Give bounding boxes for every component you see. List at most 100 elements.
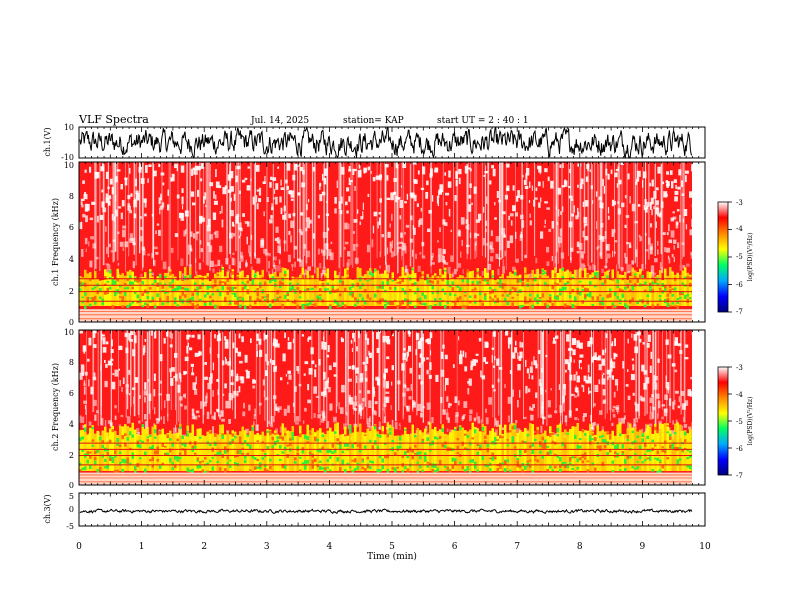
spec-streak [673, 330, 675, 411]
spec-noise-cell [529, 366, 533, 373]
spec-noise-cell [525, 385, 528, 394]
spec-noise-cell [197, 189, 200, 197]
spec-noise-cell [204, 362, 207, 365]
spec-noise-cell [596, 357, 600, 361]
spec-band-speck [504, 468, 507, 473]
spec-band-speck [449, 469, 452, 473]
spec-band-cell [521, 431, 524, 471]
spec-noise-cell [576, 340, 580, 348]
spec-band-speck [599, 301, 602, 304]
spec-noise-cell [270, 215, 273, 219]
spec-band-speck [206, 470, 209, 475]
spec-band-speck [99, 466, 102, 470]
spec-noise-cell [80, 221, 83, 230]
spec-streak [385, 162, 387, 265]
spec-streak [456, 330, 458, 428]
spec-band-speck [196, 304, 199, 309]
colorbar-ch2-tick-m6: -6 [736, 445, 743, 453]
ch2-spec-ylabel: ch.2 Frequency (kHz) [51, 363, 60, 451]
spec-band-cell [499, 424, 502, 472]
spec-band-speck [666, 424, 669, 427]
spec-band-speck [534, 297, 537, 301]
spec-band-speck [371, 273, 374, 277]
spec-band-cell [396, 435, 399, 472]
spec-noise-cell [272, 177, 277, 181]
spec-band-speck [686, 275, 689, 279]
spec-band-speck [376, 289, 379, 293]
spec-noise-cell [425, 192, 429, 199]
spec-band-speck [94, 300, 97, 305]
spec-band-speck [356, 466, 359, 470]
spec-noise-cell [129, 233, 133, 241]
spec-band-speck [149, 459, 152, 462]
spec-band-cell [434, 273, 437, 306]
spec-noise-cell [260, 238, 265, 246]
spec-noise-cell [307, 266, 311, 271]
spec-noise-cell [279, 426, 283, 433]
spec-streak [326, 330, 328, 429]
spec-band-speck [239, 436, 242, 440]
spec-noise-cell [478, 213, 482, 221]
spec-band-speck [99, 296, 102, 300]
spec-band-cell [374, 424, 377, 472]
spec-noise-cell [675, 390, 679, 394]
spec-band-speck [491, 456, 494, 461]
spec-streak [371, 330, 374, 429]
spec-band-speck [204, 303, 207, 306]
spec-band-speck [494, 295, 497, 298]
spec-band-speck [461, 441, 464, 446]
spec-band-speck [239, 296, 242, 299]
spec-streak [606, 330, 608, 414]
spec-band-speck [109, 286, 112, 290]
spec-noise-cell [290, 190, 295, 198]
spec-band-speck [359, 285, 362, 290]
spec-noise-cell [366, 423, 371, 428]
spec-band-speck [199, 436, 202, 439]
spec-band-speck [526, 278, 529, 282]
spec-band-speck [439, 297, 442, 301]
spec-noise-cell [627, 422, 630, 430]
spec-noise-cell [231, 221, 234, 227]
spec-band-speck [636, 466, 639, 470]
spec-noise-cell [83, 383, 86, 387]
spec-band-cell [116, 268, 119, 306]
spec-streak [568, 330, 570, 416]
spec-band-speck [336, 438, 339, 442]
spec-band-speck [184, 451, 187, 456]
spec-band-speck [636, 301, 639, 305]
spec-band-speck [89, 303, 92, 307]
spec-noise-cell [347, 378, 352, 382]
spec-noise-cell [562, 389, 567, 396]
spec-band-cell [634, 270, 637, 306]
spec-band-speck [216, 460, 219, 463]
spec-band-speck [369, 466, 372, 470]
spec-noise-cell [239, 360, 243, 364]
spec-noise-cell [528, 373, 530, 379]
ch2-freq-tick-2: 2 [69, 451, 74, 460]
spec-band-speck [169, 448, 172, 453]
spec-band-cell [554, 435, 557, 472]
spec-noise-cell [535, 187, 538, 192]
spec-noise-cell [678, 169, 682, 176]
spec-band-speck [649, 456, 652, 459]
spec-band-speck [391, 301, 394, 306]
spec-noise-cell [352, 231, 355, 234]
spec-band-speck [326, 282, 329, 285]
spec-band-speck [426, 461, 429, 464]
spec-noise-cell [434, 167, 439, 171]
spec-noise-cell [509, 370, 512, 374]
spec-noise-cell [184, 393, 186, 399]
spec-band-speck [486, 282, 489, 286]
spec-streak [161, 330, 163, 410]
spec-noise-cell [475, 353, 479, 356]
spec-noise-cell [206, 392, 208, 399]
spec-noise-cell [353, 219, 358, 223]
spec-band-speck [209, 443, 212, 447]
spec-noise-cell [90, 236, 94, 240]
spec-band-cell [179, 423, 182, 472]
spec-band-speck [166, 434, 169, 438]
spec-band-speck [139, 278, 142, 283]
spec-band-speck [626, 305, 629, 310]
ch1-freq-tick-6: 6 [69, 223, 74, 232]
spec-band-speck [624, 461, 627, 464]
